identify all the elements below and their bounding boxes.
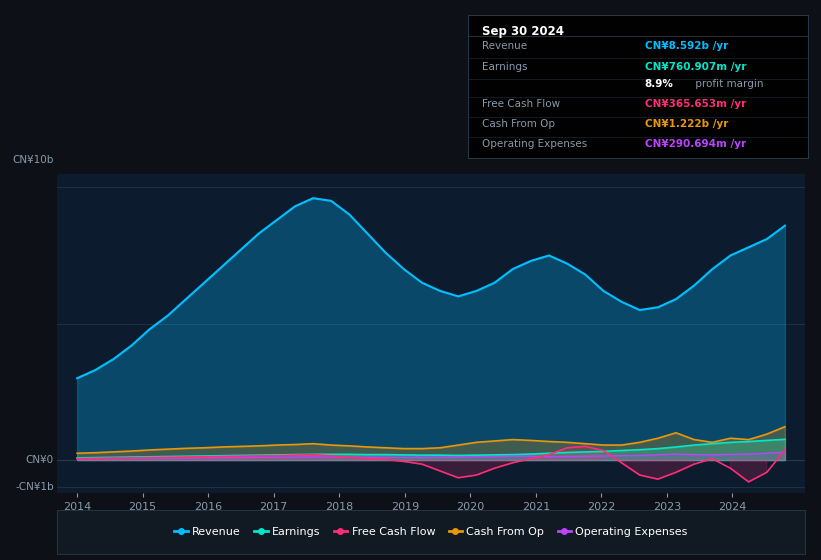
Text: -CN¥1b: -CN¥1b	[15, 482, 53, 492]
Text: Operating Expenses: Operating Expenses	[482, 139, 587, 150]
Text: CN¥10b: CN¥10b	[12, 155, 53, 165]
Text: CN¥760.907m /yr: CN¥760.907m /yr	[644, 62, 746, 72]
Legend: Revenue, Earnings, Free Cash Flow, Cash From Op, Operating Expenses: Revenue, Earnings, Free Cash Flow, Cash …	[170, 522, 692, 542]
Text: Revenue: Revenue	[482, 41, 527, 51]
Text: CN¥365.653m /yr: CN¥365.653m /yr	[644, 99, 746, 109]
Text: 8.9%: 8.9%	[644, 80, 674, 90]
Text: Sep 30 2024: Sep 30 2024	[482, 25, 563, 38]
Text: Free Cash Flow: Free Cash Flow	[482, 99, 560, 109]
Text: CN¥8.592b /yr: CN¥8.592b /yr	[644, 41, 728, 51]
Text: Cash From Op: Cash From Op	[482, 119, 555, 129]
Text: CN¥0: CN¥0	[25, 455, 53, 465]
Text: CN¥1.222b /yr: CN¥1.222b /yr	[644, 119, 728, 129]
Text: CN¥290.694m /yr: CN¥290.694m /yr	[644, 139, 746, 150]
Text: Earnings: Earnings	[482, 62, 527, 72]
Text: profit margin: profit margin	[692, 80, 764, 90]
